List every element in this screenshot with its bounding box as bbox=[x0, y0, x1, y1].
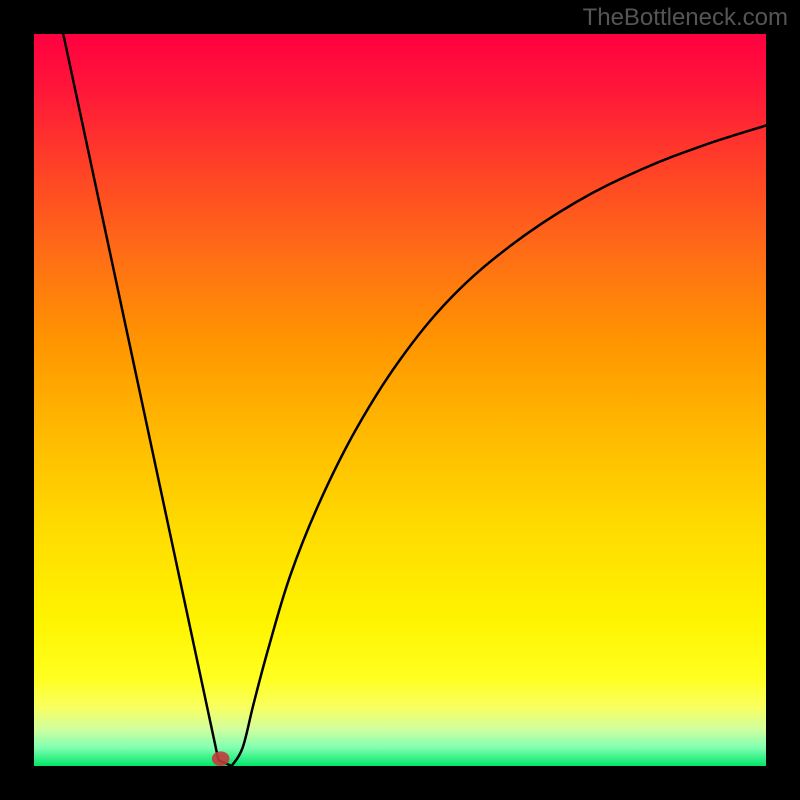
plot-background-gradient bbox=[34, 34, 766, 766]
optimum-marker bbox=[212, 751, 230, 766]
bottleneck-chart bbox=[0, 0, 800, 800]
